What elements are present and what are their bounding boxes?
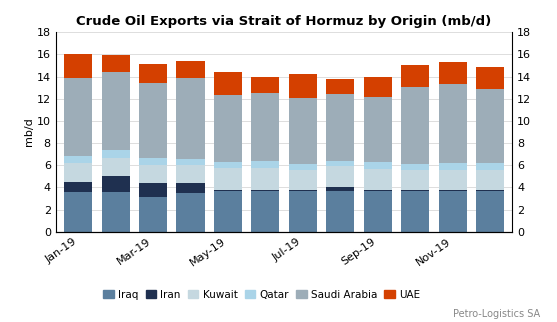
Bar [177,165,204,183]
Bar [364,191,392,232]
Bar [401,170,429,190]
Bar [64,163,92,182]
Bar [101,192,130,232]
Bar [251,77,280,93]
Bar [476,191,504,232]
Bar [289,190,317,191]
Bar [289,98,317,164]
Legend: Iraq, Iran, Kuwait, Qatar, Saudi Arabia, UAE: Iraq, Iran, Kuwait, Qatar, Saudi Arabia,… [99,286,424,304]
Bar [139,64,167,83]
Bar [326,166,354,187]
Bar [326,191,354,232]
Bar [139,197,167,232]
Bar [251,190,280,191]
Bar [214,162,242,167]
Bar [326,79,354,94]
Bar [326,94,354,161]
Bar [364,190,392,191]
Bar [139,183,167,197]
Bar [177,61,204,78]
Bar [64,182,92,192]
Bar [289,74,317,98]
Title: Crude Oil Exports via Strait of Hormuz by Origin (mb/d): Crude Oil Exports via Strait of Hormuz b… [76,15,492,28]
Bar [401,164,429,170]
Bar [251,167,280,190]
Bar [438,190,467,191]
Text: Petro-Logistics SA: Petro-Logistics SA [453,309,540,319]
Bar [476,170,504,190]
Bar [101,150,130,157]
Bar [177,193,204,232]
Bar [214,95,242,162]
Bar [438,170,467,190]
Bar [438,84,467,163]
Bar [401,191,429,232]
Bar [476,190,504,191]
Bar [364,97,392,162]
Bar [364,77,392,97]
Bar [476,163,504,170]
Bar [401,190,429,191]
Bar [326,161,354,166]
Bar [177,159,204,165]
Bar [476,67,504,89]
Bar [64,156,92,163]
Bar [289,164,317,170]
Bar [64,54,92,78]
Bar [101,157,130,176]
Bar [214,190,242,191]
Bar [289,191,317,232]
Bar [251,93,280,161]
Bar [101,55,130,72]
Bar [438,163,467,170]
Bar [214,191,242,232]
Bar [364,169,392,190]
Bar [251,161,280,167]
Bar [401,87,429,164]
Bar [214,72,242,95]
Bar [214,167,242,190]
Bar [438,191,467,232]
Bar [177,78,204,159]
Bar [139,157,167,165]
Bar [401,65,429,87]
Bar [177,183,204,193]
Bar [139,165,167,183]
Y-axis label: mb/d: mb/d [24,118,34,147]
Bar [289,170,317,190]
Bar [64,192,92,232]
Bar [101,72,130,150]
Bar [139,83,167,157]
Bar [64,78,92,156]
Bar [476,89,504,163]
Bar [101,176,130,192]
Bar [438,62,467,84]
Bar [251,191,280,232]
Bar [326,187,354,191]
Bar [364,162,392,169]
